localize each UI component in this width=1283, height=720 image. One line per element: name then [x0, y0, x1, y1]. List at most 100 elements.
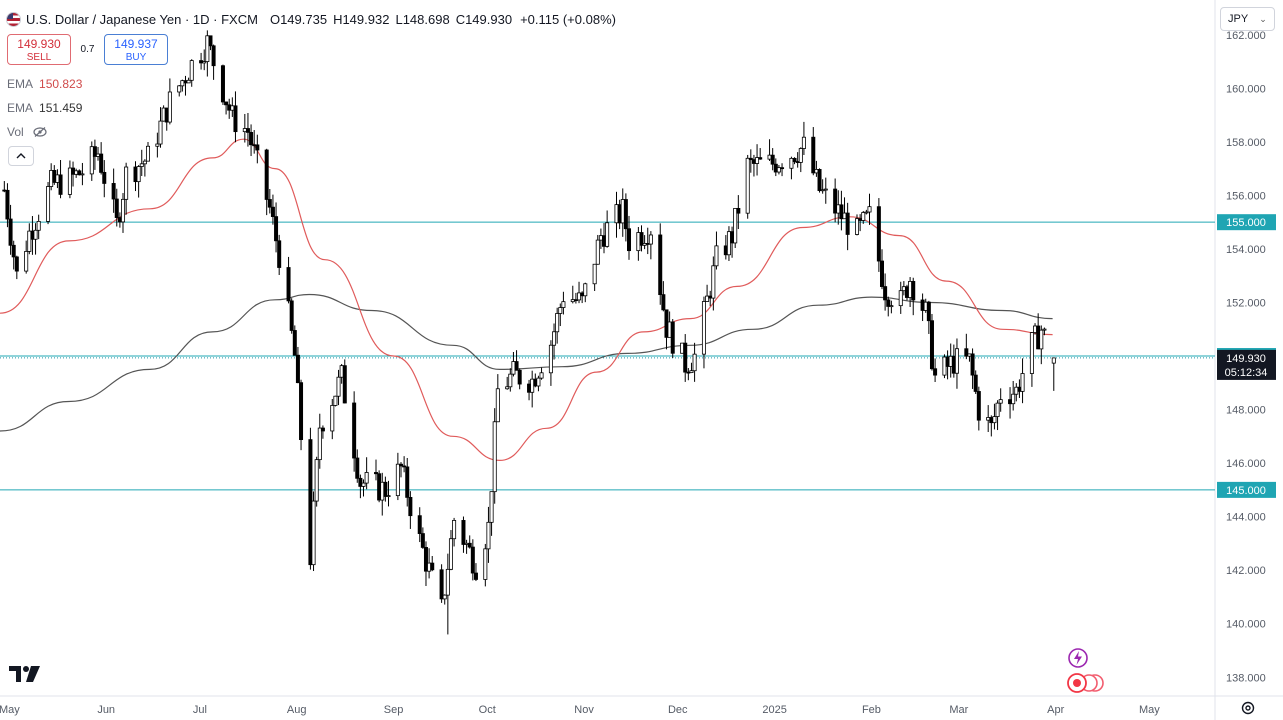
candle: [333, 395, 338, 407]
tradingview-logo[interactable]: [9, 664, 41, 684]
candle: [274, 202, 279, 253]
ema-fast-line[interactable]: [0, 138, 1053, 462]
candle: [461, 516, 466, 553]
close-value: 149.930: [465, 11, 513, 27]
level-tag-label: 155.000: [1226, 217, 1266, 229]
candle: [708, 290, 713, 307]
candle: [748, 149, 753, 173]
candle: [352, 391, 357, 472]
candle: [701, 296, 706, 369]
candle: [780, 163, 785, 177]
ema-fast-name: EMA: [7, 77, 34, 91]
candle: [467, 535, 472, 549]
candle: [1051, 357, 1056, 391]
currency-selector[interactable]: JPY ⌄: [1220, 7, 1275, 31]
level-tag: [1217, 214, 1276, 231]
low-value: 148.698: [402, 11, 450, 27]
candle: [142, 159, 147, 177]
ema-fast-legend[interactable]: EMA 150.823: [7, 77, 82, 91]
candle: [314, 456, 319, 507]
candle: [1036, 313, 1041, 350]
candle: [929, 313, 934, 371]
candle: [442, 594, 447, 605]
candle: [145, 142, 150, 162]
candle: [286, 256, 291, 304]
candle: [570, 285, 575, 304]
candle: [833, 178, 838, 223]
candle: [74, 168, 79, 178]
candle: [1042, 327, 1047, 336]
candle: [55, 169, 60, 189]
candle: [530, 370, 535, 408]
candle: [1011, 380, 1016, 411]
candle: [680, 342, 685, 354]
lightning-icon[interactable]: [1067, 647, 1089, 669]
candle: [245, 112, 250, 147]
level-tag-label: 145.000: [1226, 485, 1266, 497]
candle: [277, 234, 282, 276]
candle: [420, 527, 425, 549]
spread-value: 0.7: [80, 44, 95, 55]
candle: [573, 292, 578, 304]
candle: [730, 226, 735, 258]
candle: [920, 293, 925, 322]
candle: [114, 188, 119, 227]
candle: [598, 228, 603, 249]
ema-fast-value: 150.823: [39, 77, 83, 91]
y-tick-label: 154.000: [1226, 244, 1266, 256]
candle: [361, 479, 366, 497]
buy-button[interactable]: 149.937 BUY: [104, 34, 168, 65]
ema-slow-legend[interactable]: EMA 151.459: [7, 101, 82, 115]
candle: [976, 386, 981, 431]
candle: [908, 277, 913, 308]
candle: [845, 202, 850, 251]
settings-icon[interactable]: [1240, 700, 1256, 716]
y-tick-label: 142.000: [1226, 565, 1266, 577]
symbol-header: U.S. Dollar / Japanese Yen · 1D · FXCM O…: [6, 10, 616, 28]
candle: [823, 177, 828, 204]
ema-slow-value: 151.459: [39, 101, 83, 115]
candle: [464, 539, 469, 554]
sell-label: SELL: [26, 52, 52, 63]
symbol-title[interactable]: U.S. Dollar / Japanese Yen · 1D · FXCM: [26, 11, 258, 27]
time-axis[interactable]: May Jun Jul Aug Sep Oct Nov Dec 2025 Feb Mar Apr May: [0, 704, 1160, 716]
ema-slow-name: EMA: [7, 101, 34, 115]
candle: [492, 408, 497, 504]
volume-legend[interactable]: Vol: [7, 125, 47, 139]
candle: [733, 207, 738, 249]
candle: [711, 256, 716, 311]
candle: [548, 340, 553, 386]
candle: [942, 354, 947, 379]
candle: [686, 368, 691, 381]
candle: [27, 223, 32, 255]
candle: [445, 553, 450, 635]
record-icon[interactable]: [1065, 672, 1107, 694]
candle: [661, 281, 666, 312]
candle: [495, 374, 500, 423]
candle: [233, 91, 238, 143]
candle: [911, 277, 916, 316]
candle: [767, 139, 772, 161]
candle: [386, 480, 391, 507]
candle: [486, 506, 491, 563]
trade-panel: 149.930 SELL 0.7 149.937 BUY: [7, 34, 168, 65]
candle: [758, 148, 763, 160]
candle: [945, 350, 950, 380]
candle: [1017, 379, 1022, 398]
candle: [374, 459, 379, 481]
eye-off-icon[interactable]: [33, 127, 47, 137]
candle: [839, 190, 844, 231]
candle: [117, 212, 122, 228]
sell-button[interactable]: 149.930 SELL: [7, 34, 71, 65]
candle: [886, 296, 891, 317]
ema-slow-line[interactable]: [0, 293, 1053, 432]
candle: [339, 363, 344, 384]
candle: [342, 359, 347, 404]
candle: [820, 179, 825, 194]
candle: [814, 160, 819, 177]
candle: [1039, 325, 1044, 365]
candle: [58, 160, 63, 199]
collapse-legend-button[interactable]: [8, 146, 34, 166]
candle: [205, 30, 210, 77]
